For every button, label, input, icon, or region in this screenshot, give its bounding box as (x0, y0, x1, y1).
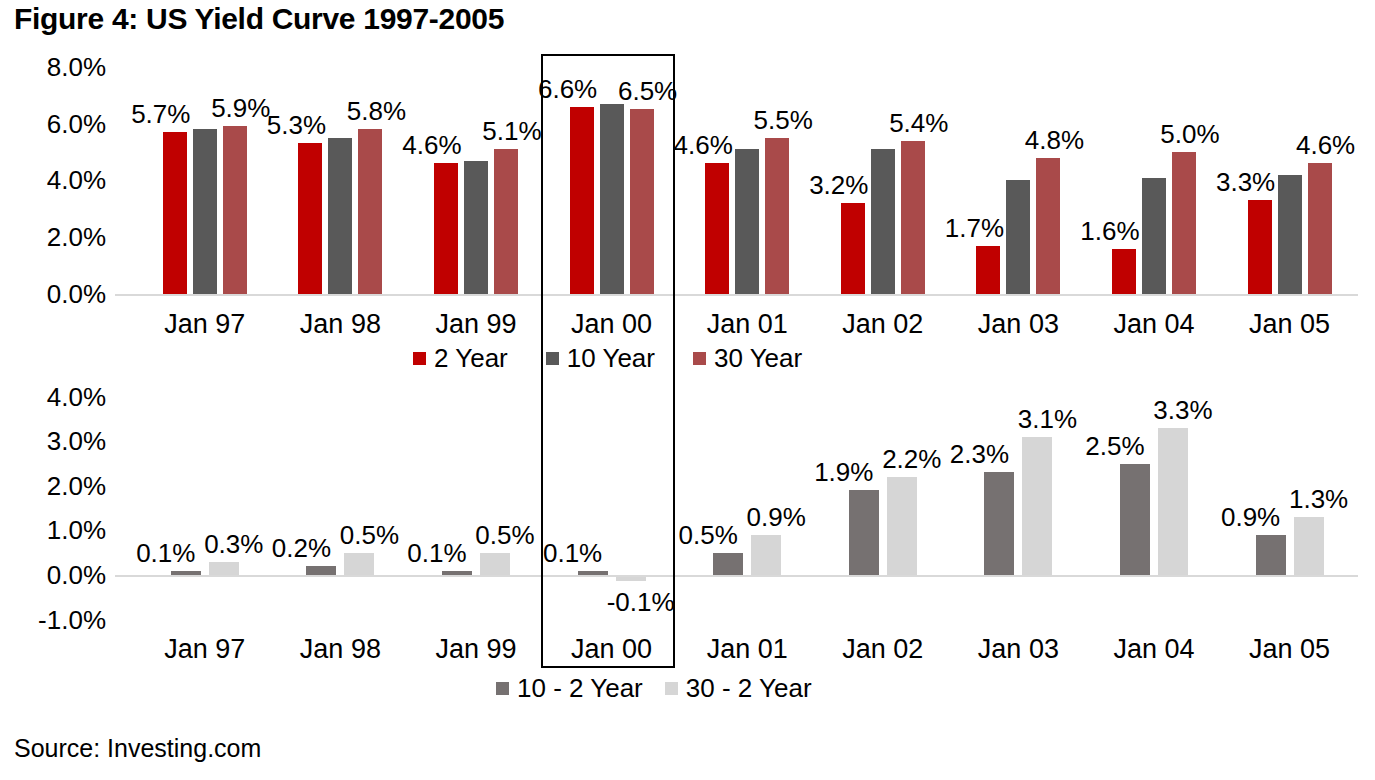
x-axis-label: Jan 99 (406, 634, 546, 664)
figure-canvas: Figure 4: US Yield Curve 1997-2005 8.0%6… (0, 0, 1375, 780)
x-axis-label: Jan 97 (135, 634, 275, 664)
source-note: Source: Investing.com (14, 734, 261, 763)
x-axis-label: Jan 04 (1084, 634, 1224, 664)
y-axis-tick-label: 0.0% (14, 560, 106, 590)
bar-30-2-year (887, 477, 917, 575)
bar-10-2-year (442, 571, 472, 575)
bar-10-2-year (306, 566, 336, 575)
bar-10-2-year (984, 472, 1014, 575)
x-axis-label: Jan 02 (813, 634, 953, 664)
legend-swatch (665, 682, 678, 695)
bar-30-2-year (1294, 517, 1324, 575)
bar-30-2-year (344, 553, 374, 575)
highlight-box-jan-00 (541, 54, 675, 668)
y-axis-tick-label: 1.0% (14, 515, 106, 545)
chart-legend: 10 - 2 Year 30 - 2 Year (496, 673, 812, 703)
bar-value-label: 3.1% (987, 404, 1107, 434)
bar-30-2-year (209, 562, 239, 575)
bar-value-label: 2.3% (919, 439, 1039, 469)
legend-item-10-2-year: 10 - 2 Year (496, 673, 643, 703)
bar-value-label: 3.3% (1123, 395, 1243, 425)
bar-30-2-year (1158, 428, 1188, 575)
x-axis-label: Jan 05 (1220, 634, 1360, 664)
bar-value-label: 0.9% (716, 502, 836, 532)
bar-10-2-year (713, 553, 743, 575)
bar-value-label: 1.3% (1259, 484, 1375, 514)
legend-swatch (496, 682, 509, 695)
x-axis-label: Jan 98 (270, 634, 410, 664)
bar-10-2-year (1256, 535, 1286, 575)
yield-spreads-chart: 4.0%3.0%2.0%1.0%0.0%-1.0%0.1%0.3%Jan 970… (0, 0, 1375, 780)
bar-30-2-year (751, 535, 781, 575)
bar-10-2-year (1120, 464, 1150, 576)
legend-label: 30 - 2 Year (686, 673, 812, 703)
bar-30-2-year (480, 553, 510, 575)
bar-10-2-year (849, 490, 879, 575)
y-axis-tick-label: -1.0% (14, 605, 106, 635)
x-axis-line (115, 575, 1358, 577)
bar-value-label: 2.5% (1055, 431, 1175, 461)
legend-item-30-2-year: 30 - 2 Year (665, 673, 812, 703)
x-axis-label: Jan 01 (677, 634, 817, 664)
legend-label: 10 - 2 Year (517, 673, 643, 703)
y-axis-tick-label: 3.0% (14, 426, 106, 456)
y-axis-tick-label: 4.0% (14, 382, 106, 412)
bar-10-2-year (171, 571, 201, 575)
x-axis-label: Jan 03 (948, 634, 1088, 664)
bar-30-2-year (1022, 437, 1052, 575)
y-axis-tick-label: 2.0% (14, 471, 106, 501)
